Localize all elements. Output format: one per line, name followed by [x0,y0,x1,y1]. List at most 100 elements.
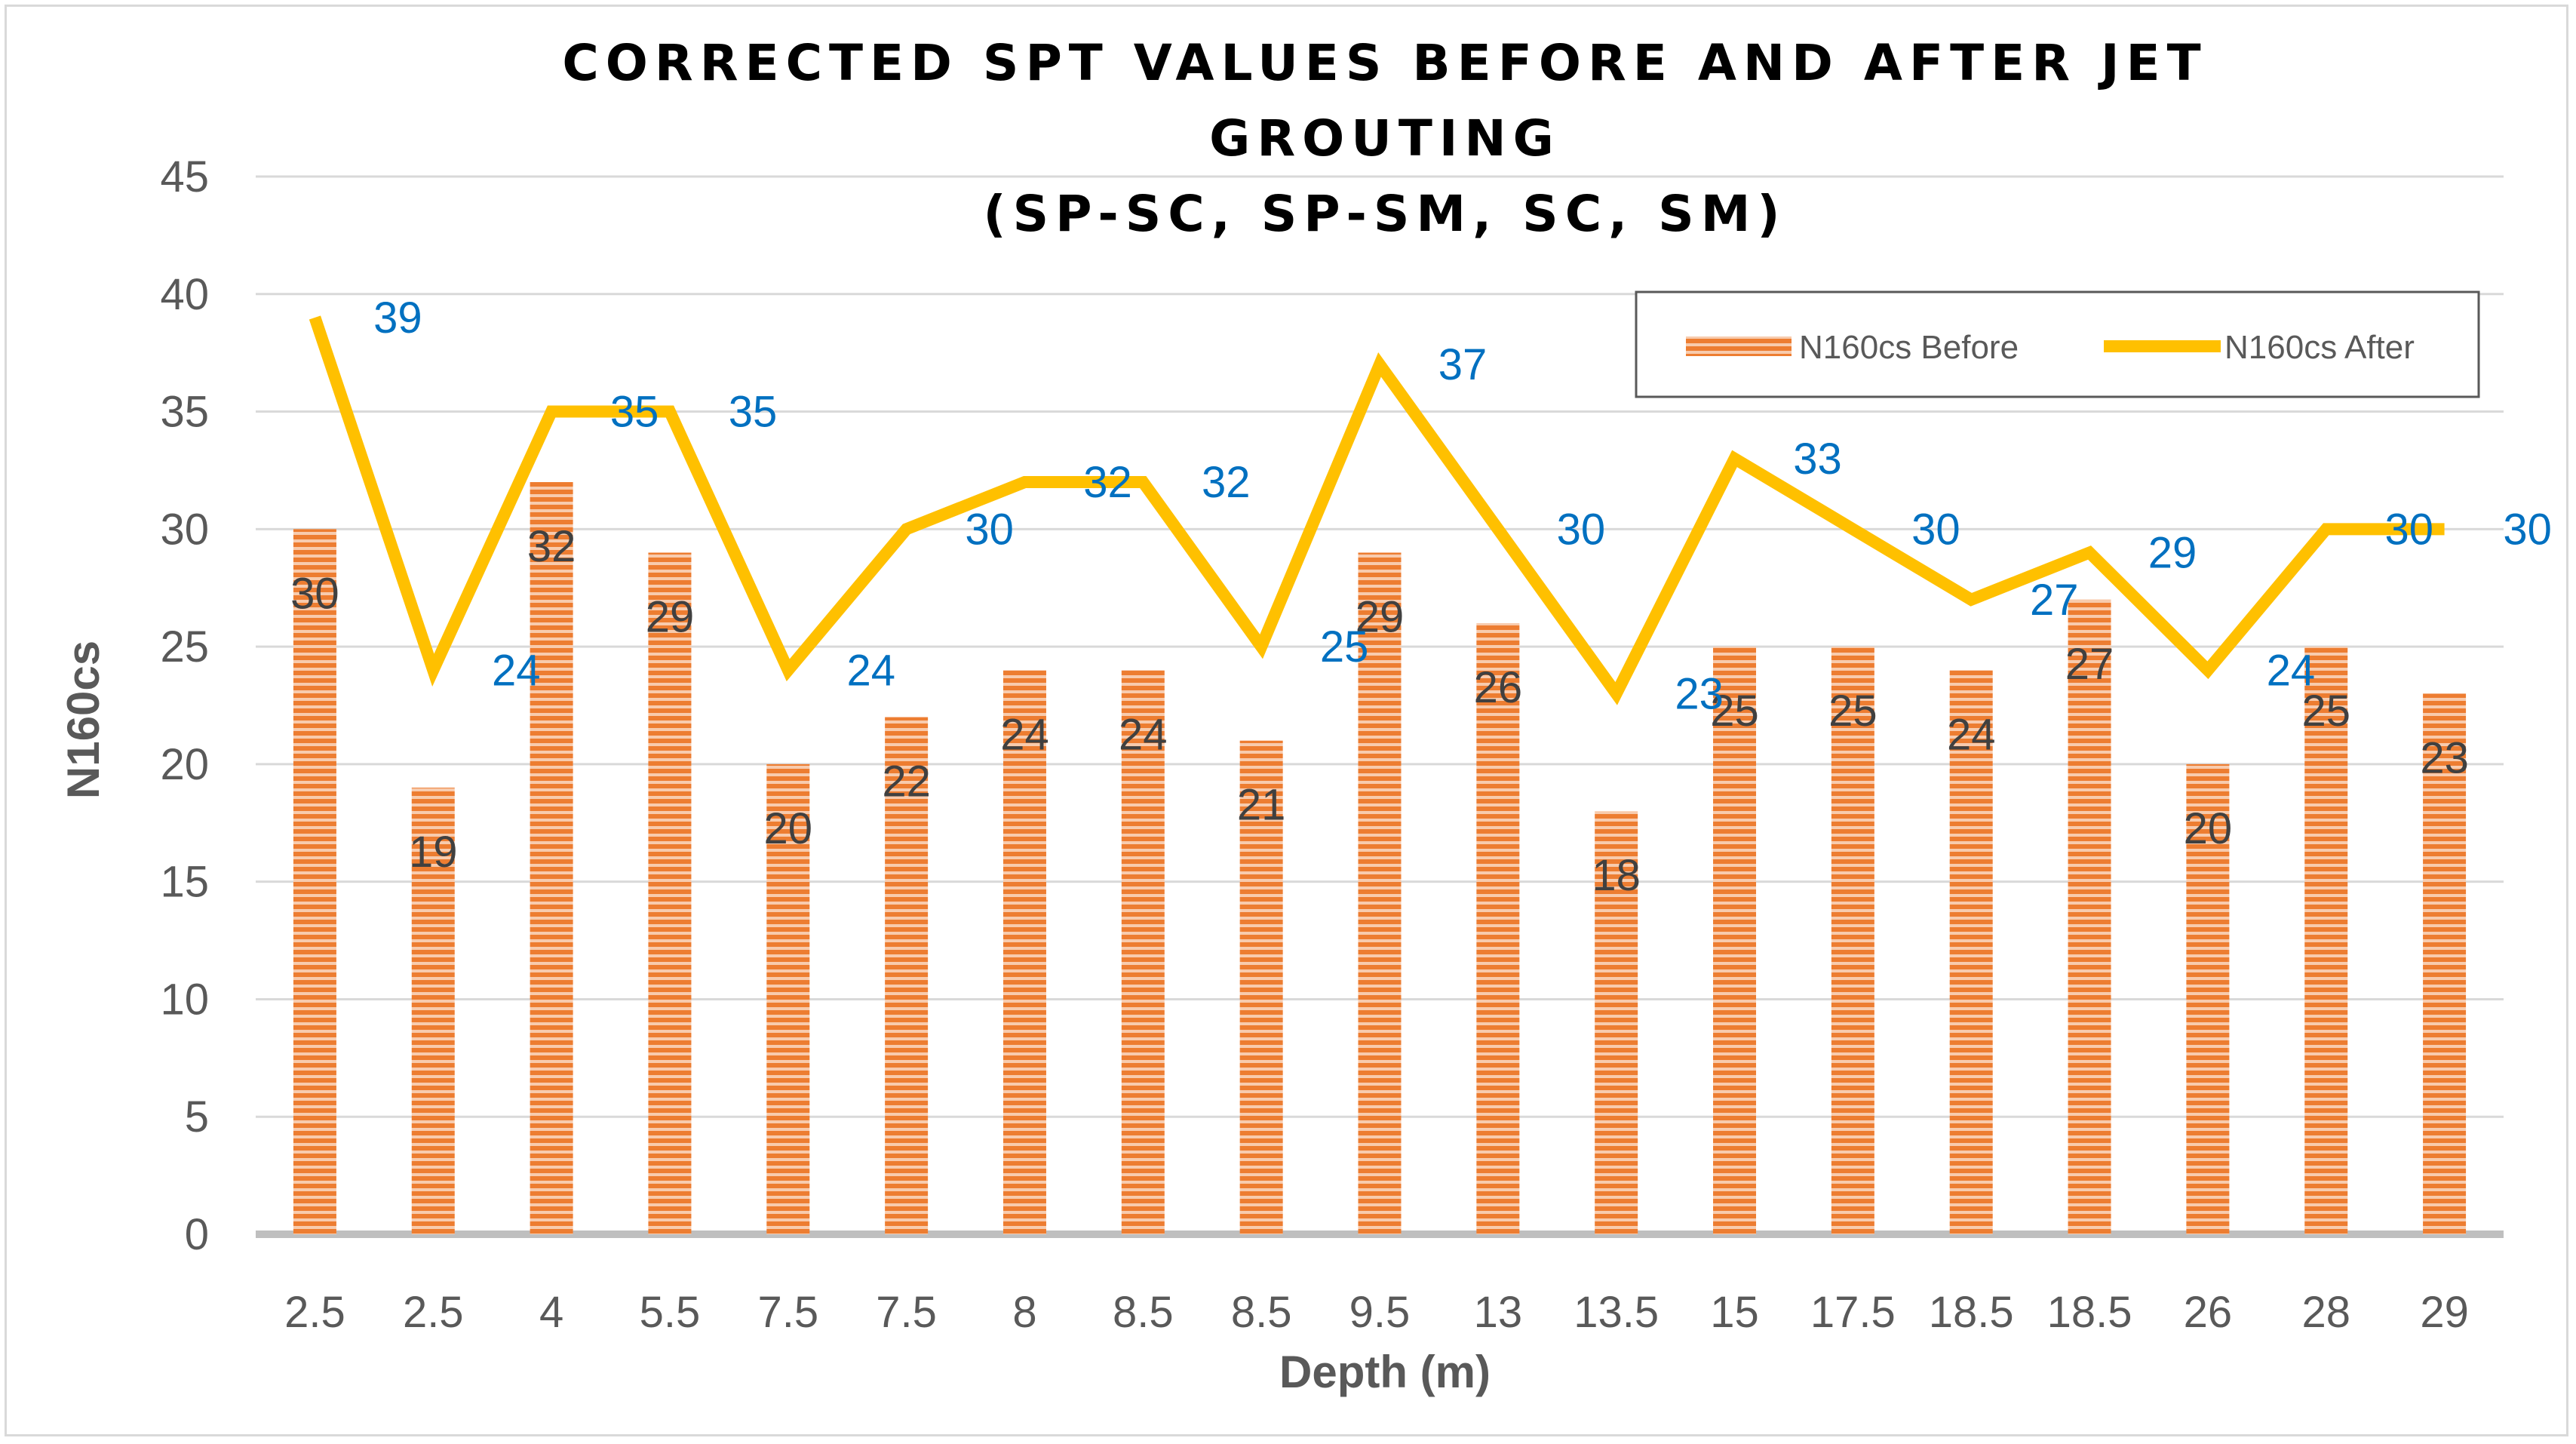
data-label-after: 30 [965,505,1014,554]
y-tick-label: 45 [160,152,209,201]
data-label-before: 29 [1356,592,1405,641]
chart-title-line-3: (SP-SC, SP-SM, SC, SM) [983,185,1786,243]
data-label-after: 37 [1438,340,1488,389]
x-tick-label: 18.5 [1929,1288,2014,1337]
y-tick-label: 5 [185,1092,209,1141]
x-tick-label: 17.5 [1810,1288,1896,1337]
data-label-after: 30 [1911,505,1960,554]
x-tick-label: 9.5 [1349,1288,1411,1337]
data-label-before: 25 [1828,687,1878,736]
y-axis-ticks: 0 5 10 15 20 25 30 35 40 45 [160,152,209,1259]
bar-before [2423,693,2467,1234]
x-tick-label: 8.5 [1231,1288,1292,1337]
data-label-before: 24 [1000,710,1049,759]
bar-before [1949,670,1993,1234]
data-label-after: 29 [2148,528,2197,577]
bar-before [766,763,810,1234]
bar-before [2068,599,2111,1234]
chart-title-line-1: CORRECTED SPT VALUES BEFORE AND AFTER JE… [562,34,2207,92]
line-after-path [309,315,2445,705]
data-label-after: 24 [2267,646,2316,695]
y-tick-label: 40 [160,270,209,319]
x-axis-ticks: 2.5 2.5 4 5.5 7.5 7.5 8 8.5 8.5 9.5 13 13.5 15 17.5 18… [284,1288,2469,1337]
y-tick-label: 35 [160,388,209,437]
data-label-before: 24 [1119,710,1168,759]
chart-svg: CORRECTED SPT VALUES BEFORE AND AFTER JE… [58,34,2552,1397]
data-label-before: 27 [2065,640,2114,689]
data-label-after: 32 [1202,458,1251,507]
y-axis-title: N160cs [58,641,109,799]
line-after: 39 24 35 35 24 30 32 32 25 37 30 23 33 30 27 29 24 30 30 [309,293,2552,718]
x-axis-title: Depth (m) [1279,1347,1491,1397]
y-tick-label: 25 [160,622,209,671]
bar-before [2304,647,2348,1234]
bar-before [1121,670,1165,1234]
x-tick-label: 7.5 [876,1288,937,1337]
x-tick-label: 15 [1710,1288,1759,1337]
data-label-before: 18 [1592,851,1641,900]
legend: N160cs Before N160cs After [1635,290,2480,398]
x-tick-label: 2.5 [403,1288,464,1337]
chart-frame: CORRECTED SPT VALUES BEFORE AND AFTER JE… [5,5,2568,1436]
bar-before [1002,670,1046,1234]
x-tick-label: 8 [1012,1288,1036,1337]
data-label-after: 25 [1320,622,1369,671]
data-label-after: 35 [610,388,659,437]
x-tick-label: 2.5 [284,1288,345,1337]
data-label-before: 22 [882,757,931,806]
bar-before [530,482,573,1234]
data-label-after: 30 [1557,505,1606,554]
x-tick-label: 5.5 [640,1288,701,1337]
y-tick-label: 0 [185,1210,209,1259]
data-label-before: 20 [764,804,813,853]
data-label-after: 24 [492,646,541,695]
bar-before [1239,740,1283,1234]
bar-before [1595,811,1638,1234]
data-label-before: 25 [1710,687,1759,736]
bar-before [2186,763,2230,1234]
y-tick-label: 20 [160,740,209,789]
x-tick-label: 13 [1474,1288,1523,1337]
x-tick-label: 29 [2420,1288,2469,1337]
data-label-before: 29 [646,592,695,641]
data-label-before: 25 [2301,687,2350,736]
bar-before [885,717,929,1234]
y-tick-label: 30 [160,505,209,554]
x-tick-label: 4 [539,1288,563,1337]
data-label-before: 24 [1947,710,1996,759]
data-label-after: 39 [373,293,422,343]
x-tick-label: 18.5 [2047,1288,2132,1337]
chart-title-line-2: GROUTING [1209,109,1561,167]
data-label-after: 27 [2030,576,2079,625]
data-label-before: 20 [2184,804,2233,853]
data-label-after: 23 [1675,669,1724,718]
data-label-before: 26 [1474,663,1523,712]
data-label-after: 32 [1083,458,1132,507]
bar-before [1476,622,1520,1234]
bar-before [1358,552,1402,1234]
data-label-after: 30 [2384,505,2433,554]
data-label-after: 24 [847,646,896,695]
x-tick-label: 8.5 [1113,1288,1174,1337]
x-tick-label: 7.5 [757,1288,818,1337]
legend-swatch-before [1686,336,1792,356]
y-tick-label: 10 [160,975,209,1024]
bar-before [1713,647,1757,1234]
data-label-before: 30 [290,569,339,618]
legend-label-after: N160cs After [2224,329,2415,366]
bar-before [293,529,336,1234]
bar-before [411,788,455,1234]
x-tick-label: 28 [2301,1288,2350,1337]
bar-before [648,552,692,1234]
data-label-after: 33 [1793,435,1842,484]
data-label-before: 23 [2420,733,2469,782]
y-tick-label: 15 [160,858,209,907]
data-label-before: 21 [1237,781,1286,830]
data-label-after: 30 [2503,505,2552,554]
bar-before [1831,647,1874,1234]
data-label-before: 32 [527,522,576,571]
x-tick-label: 13.5 [1574,1288,1659,1337]
legend-label-before: N160cs Before [1799,329,2019,366]
x-tick-label: 26 [2184,1288,2233,1337]
